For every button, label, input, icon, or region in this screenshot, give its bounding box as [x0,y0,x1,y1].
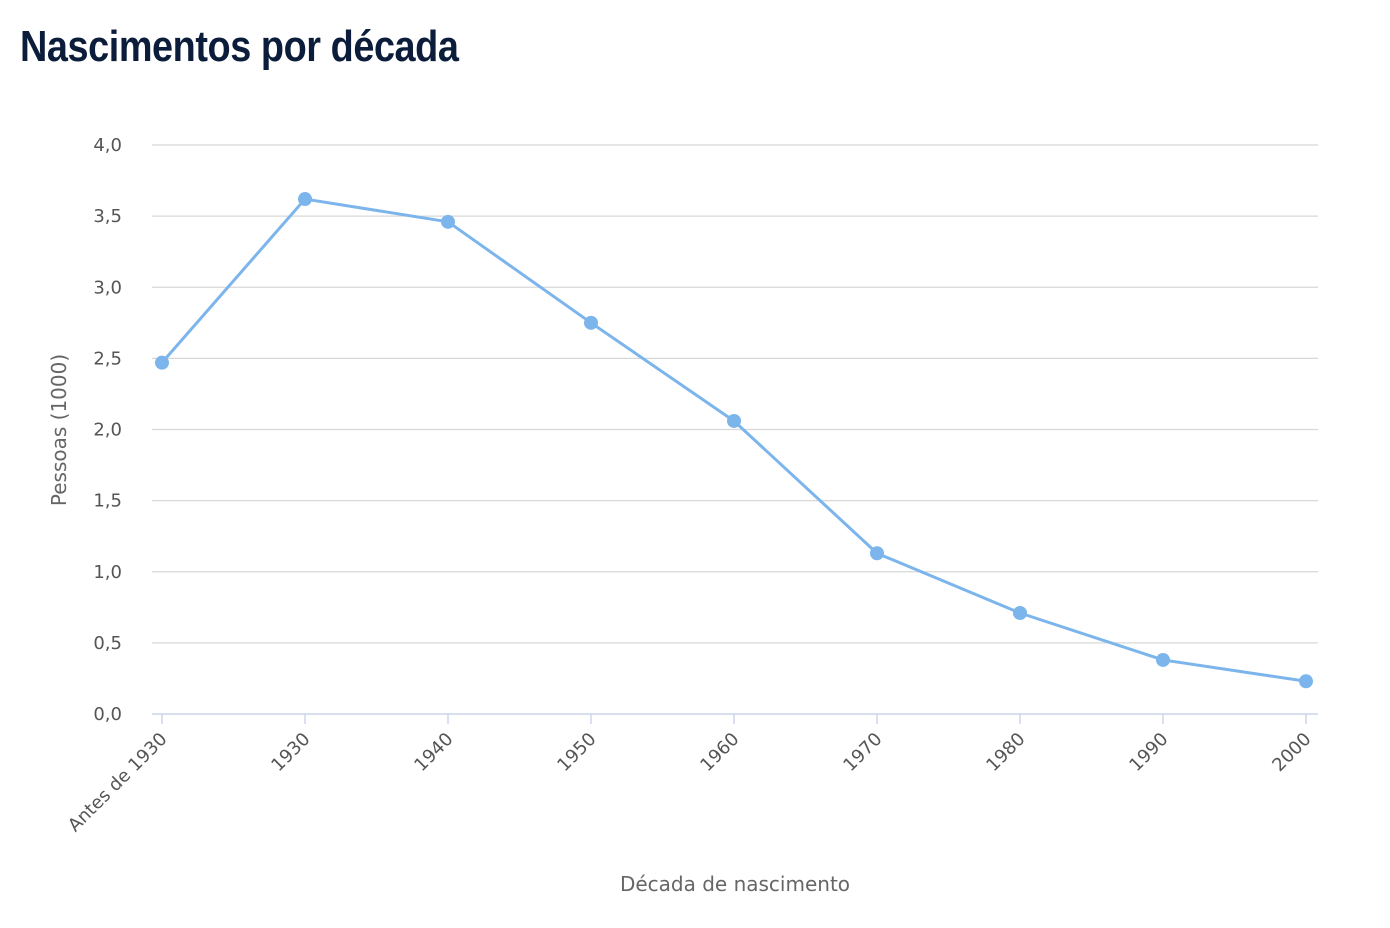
data-point[interactable] [1156,652,1170,667]
data-point[interactable] [584,315,598,330]
x-tick-label: 1930 [267,729,314,776]
data-point[interactable] [441,214,455,229]
x-axis-title: Década de nascimento [620,872,850,896]
y-axis-ticks: 0,0 0,5 1,0 1,5 2,0 2,5 3,0 3,5 4,0 [93,135,122,725]
gridlines [152,144,1318,644]
y-tick-label: 4,0 [93,135,122,156]
x-tick-label: 1980 [982,729,1029,776]
data-point[interactable] [870,546,884,561]
y-tick-label: 2,5 [93,348,122,369]
x-axis-ticks: Antes de 1930 1930 1940 1950 1960 1970 1980 199… [64,714,1316,836]
series-line [160,197,1308,683]
y-tick-label: 0,0 [93,704,122,725]
y-axis-title: Pessoas (1000) [47,354,71,506]
y-tick-label: 3,5 [93,206,122,227]
y-tick-label: 2,0 [93,420,122,441]
y-tick-label: 1,5 [93,491,122,512]
x-tick-label: 1960 [696,729,743,776]
x-tick-label: 1940 [410,729,457,776]
data-point[interactable] [727,413,741,428]
x-tick-label: 1950 [553,729,600,776]
x-tick-label: 2000 [1268,729,1315,776]
data-point[interactable] [1013,606,1027,621]
series-line-group [155,192,1313,689]
y-tick-label: 0,5 [93,633,122,654]
x-tick-label: Antes de 1930 [64,729,171,836]
data-point[interactable] [155,355,169,370]
x-tick-label: 1970 [839,729,886,776]
data-point[interactable] [298,192,312,207]
chart-title: Nascimentos por década [20,22,459,71]
y-tick-label: 3,0 [93,277,122,298]
y-tick-label: 1,0 [93,562,122,583]
x-tick-label: 1990 [1125,729,1172,776]
data-point[interactable] [1299,674,1313,689]
